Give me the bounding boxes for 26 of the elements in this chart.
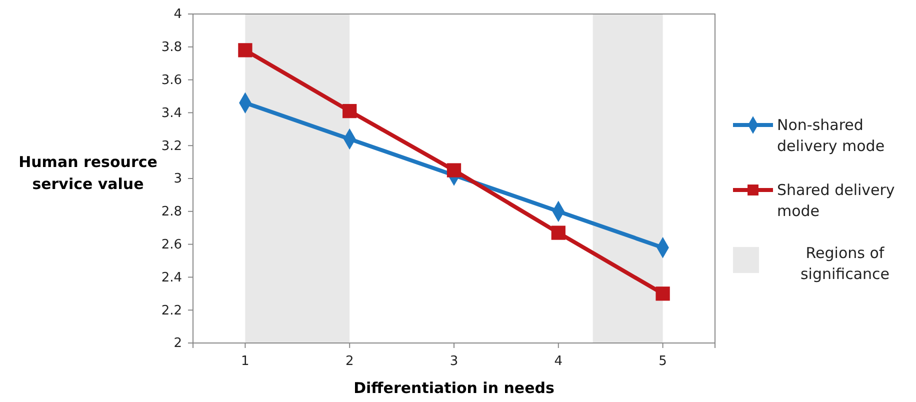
y-tick-label: 2.6 (161, 237, 182, 252)
y-tick-label: 3.4 (161, 106, 182, 121)
x-tick-label: 3 (450, 354, 458, 370)
legend-label: Non-shared delivery mode (777, 116, 885, 155)
x-tick-label: 4 (554, 354, 563, 370)
x-axis-title: Differentiation in needs (354, 379, 554, 397)
x-tick-label: 1 (241, 354, 250, 370)
point (342, 104, 357, 118)
point (656, 286, 670, 301)
legend-label: Shared delivery mode (777, 181, 895, 220)
point (446, 163, 462, 178)
x-tick-label: 2 (345, 354, 354, 370)
y-axis-title: Human resource service value (18, 153, 158, 193)
x-tick-label: 5 (658, 354, 667, 370)
y-tick-label: 2.2 (161, 303, 182, 318)
y-tick-label: 3.6 (161, 72, 182, 88)
y-tick-label: 3.2 (161, 138, 182, 154)
y-tick-label: 2 (174, 336, 182, 352)
point (551, 226, 566, 240)
point (238, 43, 252, 58)
text: Regions of significance (800, 244, 890, 283)
y-tick-label: 3.8 (161, 40, 182, 56)
y-tick-label: 2.8 (161, 204, 182, 220)
y-tick-label: 2.4 (161, 270, 182, 286)
y-tick-label: 4 (174, 7, 182, 22)
y-tick-label: 3 (174, 172, 182, 187)
